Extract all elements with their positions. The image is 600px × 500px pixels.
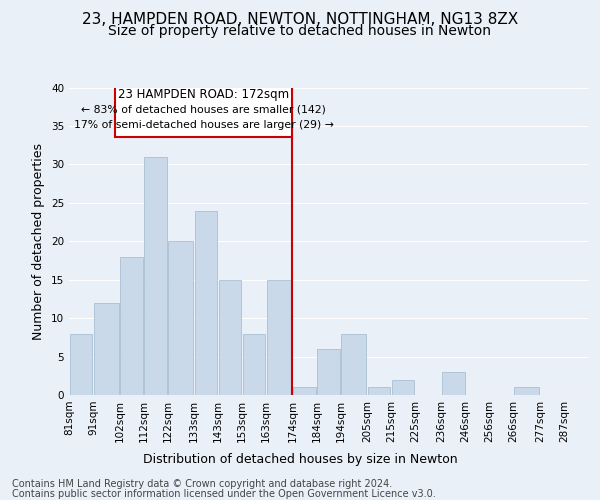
Text: Size of property relative to detached houses in Newton: Size of property relative to detached ho…: [109, 24, 491, 38]
Bar: [144, 156, 167, 395]
Bar: [293, 388, 316, 395]
Bar: [242, 334, 265, 395]
Text: ← 83% of detached houses are smaller (142): ← 83% of detached houses are smaller (14…: [81, 104, 326, 115]
Bar: [94, 302, 119, 395]
Bar: [368, 388, 391, 395]
Bar: [442, 372, 465, 395]
Text: 23, HAMPDEN ROAD, NEWTON, NOTTINGHAM, NG13 8ZX: 23, HAMPDEN ROAD, NEWTON, NOTTINGHAM, NG…: [82, 12, 518, 28]
Text: Contains public sector information licensed under the Open Government Licence v3: Contains public sector information licen…: [12, 489, 436, 499]
Bar: [218, 280, 241, 395]
Bar: [168, 242, 193, 395]
Bar: [120, 256, 143, 395]
Y-axis label: Number of detached properties: Number of detached properties: [32, 143, 46, 340]
Bar: [392, 380, 415, 395]
FancyBboxPatch shape: [115, 86, 292, 138]
Text: Distribution of detached houses by size in Newton: Distribution of detached houses by size …: [143, 452, 457, 466]
Text: 17% of semi-detached houses are larger (29) →: 17% of semi-detached houses are larger (…: [74, 120, 334, 130]
Bar: [514, 388, 539, 395]
Bar: [317, 349, 340, 395]
Bar: [194, 210, 217, 395]
Bar: [266, 280, 292, 395]
Bar: [70, 334, 92, 395]
Bar: [341, 334, 367, 395]
Text: 23 HAMPDEN ROAD: 172sqm: 23 HAMPDEN ROAD: 172sqm: [118, 88, 289, 102]
Text: Contains HM Land Registry data © Crown copyright and database right 2024.: Contains HM Land Registry data © Crown c…: [12, 479, 392, 489]
